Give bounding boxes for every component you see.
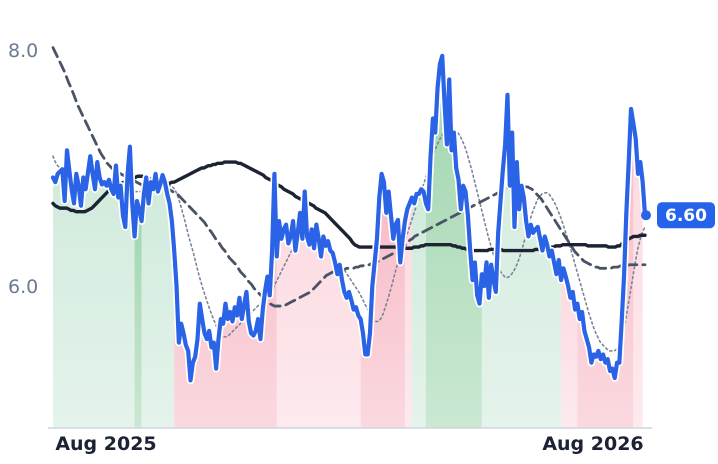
y-tick-label: 8.0 [8,40,38,62]
x-tick-label: Aug 2025 [55,433,156,455]
regime-band-loss-strong [174,173,277,428]
regime-bands [53,55,643,429]
y-tick-label: 6.0 [8,276,38,298]
regime-band-gain-strong [425,55,482,429]
last-value-dot [641,210,651,221]
last-value-badge [657,202,715,229]
regime-band-gain-light [411,189,426,428]
last-value-marker: 6.60 [641,202,715,229]
regime-band-loss-light [404,197,412,428]
x-tick-label: Aug 2026 [542,433,643,455]
last-value-label: 6.60 [665,206,707,226]
regime-band-gain-strong [134,201,142,428]
regime-band-gain-light [53,146,135,428]
regime-band-gain-light [481,94,562,428]
regime-band-gain-light [141,173,175,428]
series-lines [49,46,649,385]
series-line-price [50,53,648,383]
